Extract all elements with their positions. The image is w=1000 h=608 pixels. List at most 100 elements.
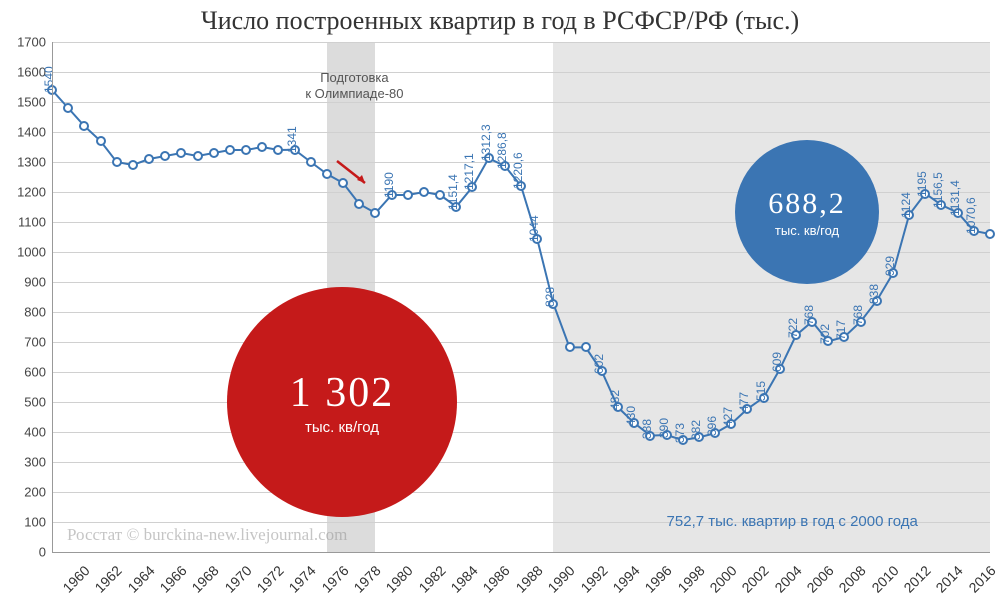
data-point [419, 187, 429, 197]
x-tick-label: 1978 [351, 562, 384, 595]
y-tick-label: 1600 [0, 65, 46, 80]
point-label: 1124 [899, 192, 913, 218]
point-label: 1286,8 [495, 132, 509, 169]
data-point [63, 103, 73, 113]
point-label: 382 [689, 420, 703, 440]
footnote: 752,7 тыс. квартир в год с 2000 года [667, 513, 918, 530]
point-label: 1217,1 [462, 153, 476, 190]
axis-line [52, 42, 53, 552]
data-point [257, 142, 267, 152]
x-tick-label: 1962 [92, 562, 125, 595]
data-point [403, 190, 413, 200]
x-tick-label: 2006 [803, 562, 836, 595]
x-tick-label: 1968 [189, 562, 222, 595]
point-label: 373 [673, 423, 687, 443]
point-label: 1044 [527, 215, 541, 242]
data-point [79, 121, 89, 131]
x-tick-label: 1970 [221, 562, 254, 595]
point-label: 929 [883, 256, 897, 276]
plot-area: 0100200300400500600700800900100011001200… [52, 42, 990, 552]
x-tick-label: 1982 [415, 562, 448, 595]
y-tick-label: 900 [0, 275, 46, 290]
x-tick-label: 2008 [836, 562, 869, 595]
blue-circle-number: 688,2 [768, 187, 846, 221]
point-label: 477 [737, 392, 751, 412]
x-tick-label: 1998 [674, 562, 707, 595]
red-circle-number: 1 302 [290, 369, 395, 417]
point-label: 828 [543, 287, 557, 307]
y-tick-label: 500 [0, 395, 46, 410]
y-tick-label: 1500 [0, 95, 46, 110]
data-point [435, 190, 445, 200]
y-tick-label: 400 [0, 425, 46, 440]
point-label: 702 [818, 324, 832, 344]
watermark: Росстат © burckina-new.livejournal.com [67, 525, 347, 545]
point-label: 602 [592, 354, 606, 374]
point-label: 609 [770, 352, 784, 372]
x-tick-label: 1986 [480, 562, 513, 595]
x-tick-label: 1974 [286, 562, 319, 595]
point-label: 1131,4 [948, 180, 962, 216]
point-label: 388 [640, 419, 654, 439]
y-tick-label: 300 [0, 455, 46, 470]
y-tick-label: 200 [0, 485, 46, 500]
data-point [354, 199, 364, 209]
point-label: 717 [834, 320, 848, 340]
y-tick-label: 1300 [0, 155, 46, 170]
data-point [144, 154, 154, 164]
point-label: 1070,6 [964, 197, 978, 234]
point-label: 1151,4 [446, 174, 460, 210]
x-tick-label: 2016 [965, 562, 998, 595]
y-tick-label: 1400 [0, 125, 46, 140]
data-point [112, 157, 122, 167]
blue-circle: 688,2 тыс. кв/год [735, 140, 879, 284]
point-label: 1312,3 [479, 125, 493, 162]
red-circle: 1 302 тыс. кв/год [227, 287, 457, 517]
point-label: 1156,5 [931, 172, 945, 208]
x-tick-label: 1992 [577, 562, 610, 595]
x-tick-label: 2014 [933, 562, 966, 595]
x-tick-label: 1984 [448, 562, 481, 595]
point-label: 722 [786, 318, 800, 338]
y-tick-label: 0 [0, 545, 46, 560]
point-label: 1190 [382, 172, 396, 198]
data-point [565, 342, 575, 352]
x-tick-label: 2002 [739, 562, 772, 595]
data-point [241, 145, 251, 155]
chart-title: Число построенных квартир в год в РСФСР/… [0, 6, 1000, 36]
point-label: 515 [754, 380, 768, 400]
point-label: 768 [802, 305, 816, 325]
y-tick-label: 1100 [0, 215, 46, 230]
point-label: 390 [657, 418, 671, 438]
red-circle-sub: тыс. кв/год [305, 419, 379, 436]
y-tick-label: 600 [0, 365, 46, 380]
data-point [306, 157, 316, 167]
x-tick-label: 1976 [318, 562, 351, 595]
x-tick-label: 2010 [868, 562, 901, 595]
x-tick-label: 1960 [59, 562, 92, 595]
y-tick-label: 1000 [0, 245, 46, 260]
x-tick-label: 1988 [512, 562, 545, 595]
chart-container: Число построенных квартир в год в РСФСР/… [0, 0, 1000, 608]
point-label: 1540 [42, 66, 56, 93]
point-label: 1341 [285, 126, 299, 153]
point-label: 430 [624, 406, 638, 426]
point-label: 768 [851, 305, 865, 325]
data-point [176, 148, 186, 158]
point-label: 838 [867, 284, 881, 304]
y-tick-label: 700 [0, 335, 46, 350]
arrow-icon [335, 159, 375, 189]
x-tick-label: 2012 [900, 562, 933, 595]
blue-circle-sub: тыс. кв/год [775, 223, 839, 238]
data-point [128, 160, 138, 170]
point-label: 396 [705, 416, 719, 436]
data-line [52, 42, 990, 552]
y-tick-label: 100 [0, 515, 46, 530]
x-tick-label: 1996 [642, 562, 675, 595]
data-point [209, 148, 219, 158]
x-tick-label: 1994 [609, 562, 642, 595]
y-tick-label: 1200 [0, 185, 46, 200]
x-tick-label: 1966 [156, 562, 189, 595]
data-point [160, 151, 170, 161]
point-label: 1220,6 [511, 152, 525, 189]
